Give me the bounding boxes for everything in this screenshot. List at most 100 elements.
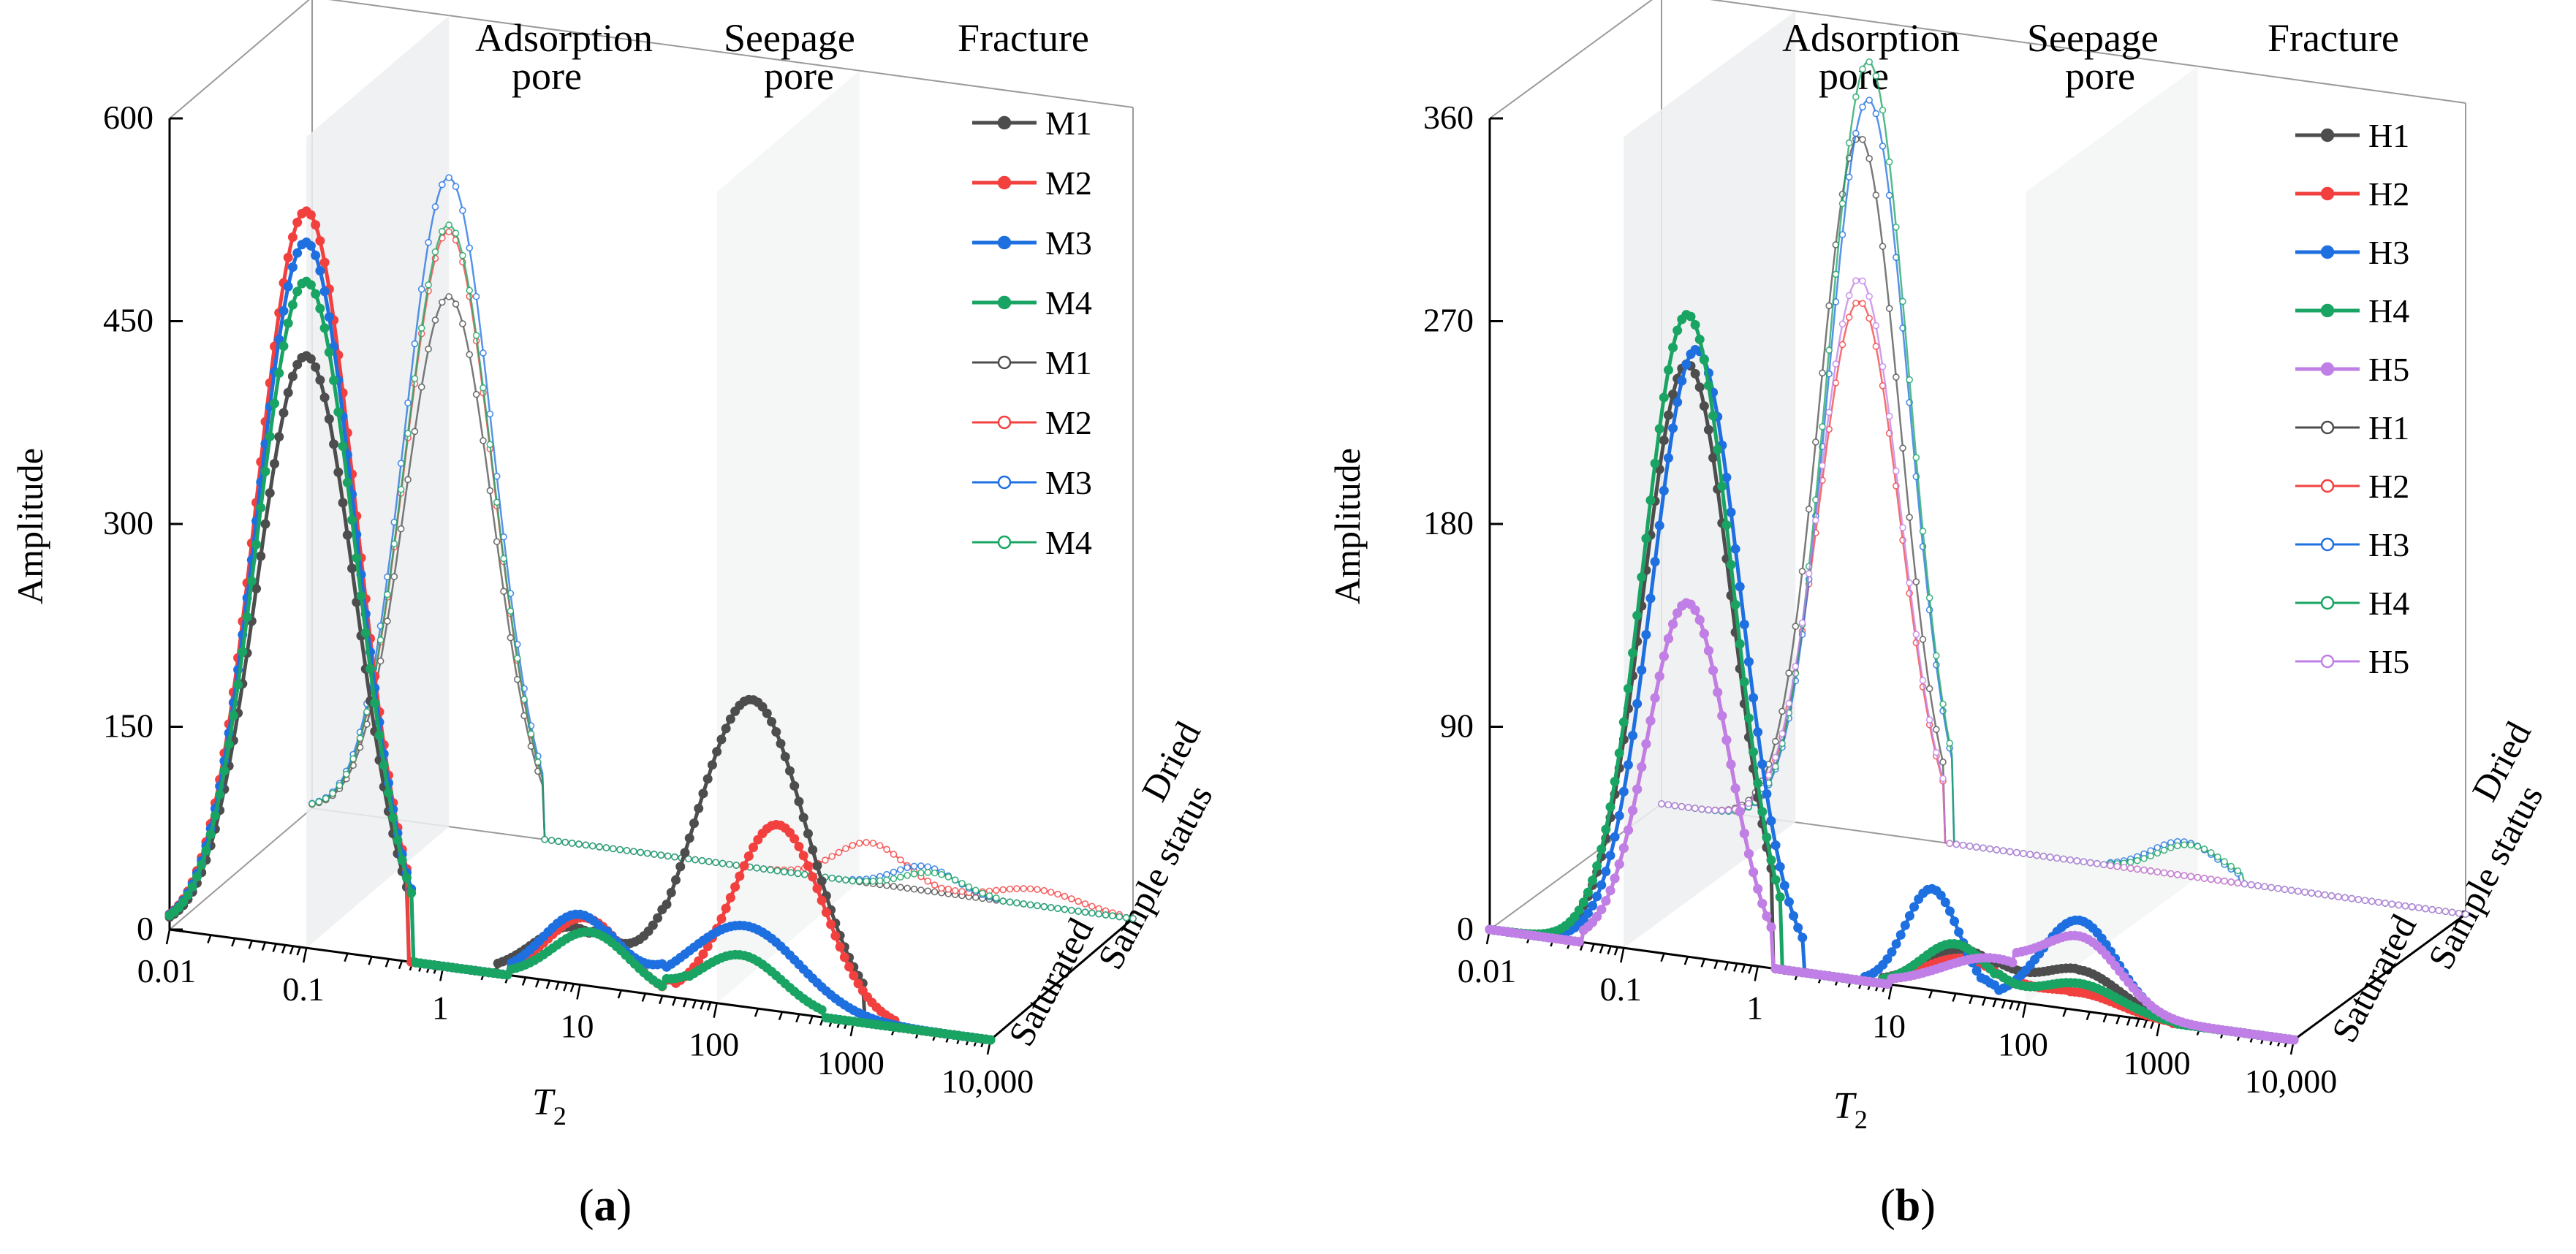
data-point [1940,897,1950,908]
data-point [1668,343,1678,353]
data-point [1623,683,1633,694]
x-axis-label-main: T [532,1082,556,1123]
data-point [1749,867,1759,878]
data-point [716,913,727,924]
data-point [452,300,460,308]
data-point [694,956,704,966]
data-point [2395,901,2403,909]
data-point [2227,878,2235,886]
x-minor-tick [617,989,623,999]
data-point [1705,806,1712,813]
data-point [931,881,939,889]
data-point [623,847,631,854]
data-point [904,864,911,872]
data-point [1730,544,1740,554]
data-point [985,1035,996,1045]
data-point [1088,909,1096,917]
legend-label: M3 [1045,224,1092,262]
data-point [568,840,576,847]
legend-label: H5 [2368,351,2409,388]
data-point [431,203,439,210]
x-minor-tick [1981,997,1987,1006]
data-point [1770,875,1781,885]
z-level-label-saturated: Saturated [1000,911,1101,1052]
data-point [2120,864,2128,871]
data-point [1944,906,1955,916]
data-point [2134,856,2141,864]
x-minor-tick [2009,1000,2014,1010]
data-point [329,439,339,449]
legend-item: H3 [2295,234,2409,271]
data-point [2361,897,2369,904]
data-point [1986,845,1993,853]
data-point [201,846,211,856]
x-minor-tick [207,935,212,944]
x-tick-label: 1000 [2124,1044,2191,1082]
data-point [311,362,321,372]
legend-marker [997,235,1012,250]
data-point [1592,892,1602,902]
legend-item: M2 [972,404,1092,441]
x-axis: 0.01 0.1 1 10 100 1000 10,000 T2 [137,928,1034,1130]
legend-label: H4 [2368,585,2409,622]
region-label-2: Seepage [2027,16,2159,60]
y-tick-label: 150 [103,707,154,745]
legend-item: H5 [2295,643,2409,680]
y-tick-label: 90 [1440,707,1474,745]
data-point [839,952,849,962]
data-point [1852,129,1860,137]
data-point [1946,740,1953,747]
data-point [1933,748,1940,756]
x-tick-label: 1 [1746,989,1763,1026]
data-point [910,870,918,878]
data-point [370,698,380,708]
data-point [2234,879,2242,887]
legend-item: M4 [972,524,1092,561]
series-m4-dried [308,221,1137,922]
data-point [1610,873,1620,884]
data-point [1628,647,1638,658]
legend-marker [2320,596,2335,610]
data-point [897,866,904,873]
x-major-tick [713,1003,718,1018]
data-point [333,407,344,417]
x-axis: 0.01 0.1 1 10 100 1000 10,000 T2 [1458,928,2337,1134]
series-h5-saturated [1485,598,2299,1045]
data-point [1596,844,1607,854]
x-minor-tick [545,980,551,989]
data-point [472,292,480,300]
x-tick-label: 0.1 [1600,970,1643,1008]
data-point [224,740,234,750]
panel-label: (a) [579,1181,632,1231]
x-minor-tick [521,977,527,986]
data-point [2194,873,2202,881]
data-point [1812,438,1819,446]
x-minor-tick [672,997,677,1006]
data-point [1825,302,1833,310]
data-point [1672,397,1683,407]
data-point [1925,716,1933,723]
x-tick-label: 0.1 [282,970,325,1008]
data-point [319,323,330,333]
data-point [333,467,344,477]
data-point [1129,915,1137,922]
data-point [1605,851,1615,861]
legend-marker [997,355,1012,370]
x-minor-tick [795,1014,800,1023]
legend-label: M3 [1045,464,1092,501]
data-point [183,890,193,900]
data-point [1879,243,1887,250]
data-point [1601,824,1611,835]
x-minor-tick [2115,1015,2121,1025]
data-point [1596,905,1607,915]
legend-marker [997,175,1012,190]
legend-marker [2320,537,2335,552]
data-point [1596,880,1607,890]
data-point [1671,802,1679,810]
data-point [680,848,690,858]
legend-label: M1 [1045,104,1092,142]
data-point [666,887,676,897]
data-point [2341,894,2349,902]
data-point [1690,319,1700,330]
